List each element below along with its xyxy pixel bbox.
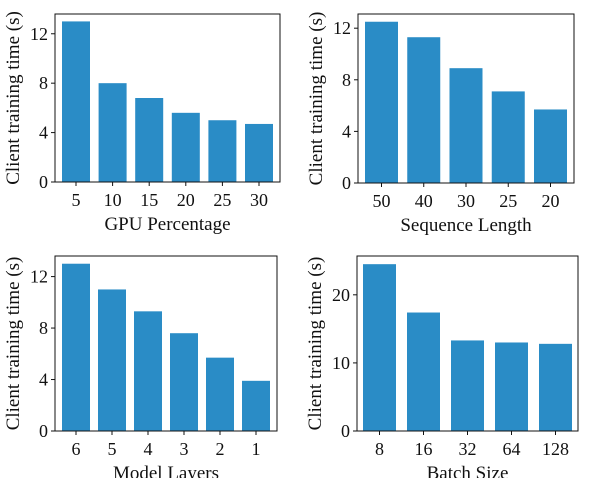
bar-3 (170, 333, 198, 431)
y-tick-label: 0 (39, 421, 48, 441)
bar-25 (208, 120, 237, 182)
bar-32 (451, 340, 484, 431)
bar-16 (407, 312, 440, 431)
bar-30 (449, 68, 483, 183)
x-tick-label: 5 (108, 439, 117, 459)
x-axis-label: Batch Size (427, 463, 509, 478)
x-tick-label: 20 (177, 190, 195, 210)
bar-40 (407, 37, 441, 183)
x-tick-label: 25 (213, 190, 231, 210)
x-tick-label: 6 (72, 439, 81, 459)
x-tick-label: 1 (252, 439, 261, 459)
chart-panel-2: 50 40 30 25 20 0 4 8 12 Sequence Length Client tra… (306, 12, 575, 236)
bar-10 (98, 83, 127, 182)
y-tick-label: 8 (39, 73, 48, 93)
x-tick-label: 2 (216, 439, 225, 459)
bar-15 (135, 98, 164, 182)
x-tick-label: 3 (180, 439, 189, 459)
chart-panel-4: 8 16 32 64 128 0 10 20 Batch Size Client training… (305, 255, 579, 478)
x-tick-label: 5 (72, 190, 81, 210)
x-tick-label: 40 (415, 191, 433, 211)
x-axis-label: Sequence Length (400, 215, 532, 236)
y-tick-label: 4 (342, 121, 351, 141)
bar-25 (491, 91, 525, 183)
bar-2 (206, 357, 234, 431)
y-tick-label: 0 (341, 421, 350, 441)
x-tick-label: 25 (499, 191, 517, 211)
y-tick-label: 10 (332, 353, 350, 373)
plot-frame (54, 13, 281, 183)
y-axis-label: Client training time (s) (3, 11, 24, 185)
bar-5 (98, 289, 126, 431)
x-tick-label: 16 (415, 439, 433, 459)
plot-frame (356, 255, 579, 432)
bar-128 (539, 343, 572, 431)
y-tick-label: 4 (39, 123, 48, 143)
x-tick-label: 64 (503, 439, 521, 459)
x-tick-label: 20 (542, 191, 560, 211)
x-axis-label: Model Layers (113, 463, 219, 478)
plot-frame (357, 13, 575, 184)
bar-6 (62, 263, 90, 431)
x-tick-label: 15 (140, 190, 158, 210)
x-tick-label: 128 (542, 439, 569, 459)
bar-4 (134, 311, 162, 431)
y-axis-label: Client training time (s) (3, 257, 24, 431)
bar-30 (245, 123, 273, 182)
y-tick-label: 8 (342, 70, 351, 90)
bar-20 (534, 109, 567, 183)
y-tick-label: 4 (39, 370, 48, 390)
bar-5 (62, 21, 90, 183)
bar-8 (363, 264, 396, 431)
y-tick-label: 0 (39, 172, 48, 192)
bar-1 (242, 380, 270, 431)
x-tick-label: 10 (104, 190, 122, 210)
y-tick-label: 20 (332, 285, 350, 305)
bar-64 (495, 342, 528, 431)
y-tick-label: 12 (30, 267, 48, 287)
y-tick-label: 8 (39, 318, 48, 338)
x-tick-label: 8 (375, 439, 384, 459)
y-axis-label: Client training time (s) (306, 12, 327, 186)
y-tick-label: 12 (333, 18, 351, 38)
x-tick-label: 50 (373, 191, 391, 211)
x-tick-label: 32 (459, 439, 477, 459)
bar-50 (365, 21, 398, 183)
y-axis-label: Client training time (s) (305, 257, 326, 431)
x-tick-label: 30 (250, 190, 268, 210)
chart-panel-1: 5 10 15 20 25 30 0 4 8 12 GPU Percentage Client tra… (3, 11, 281, 235)
chart-panel-3: 6 5 4 3 2 1 0 4 8 12 Model Layers Client training t… (3, 255, 278, 478)
x-tick-label: 30 (457, 191, 475, 211)
bar-20 (171, 112, 200, 182)
x-axis-label: GPU Percentage (104, 214, 230, 235)
y-tick-label: 0 (342, 173, 351, 193)
y-tick-label: 12 (30, 24, 48, 44)
x-tick-label: 4 (144, 439, 153, 459)
plot-frame (54, 255, 278, 432)
